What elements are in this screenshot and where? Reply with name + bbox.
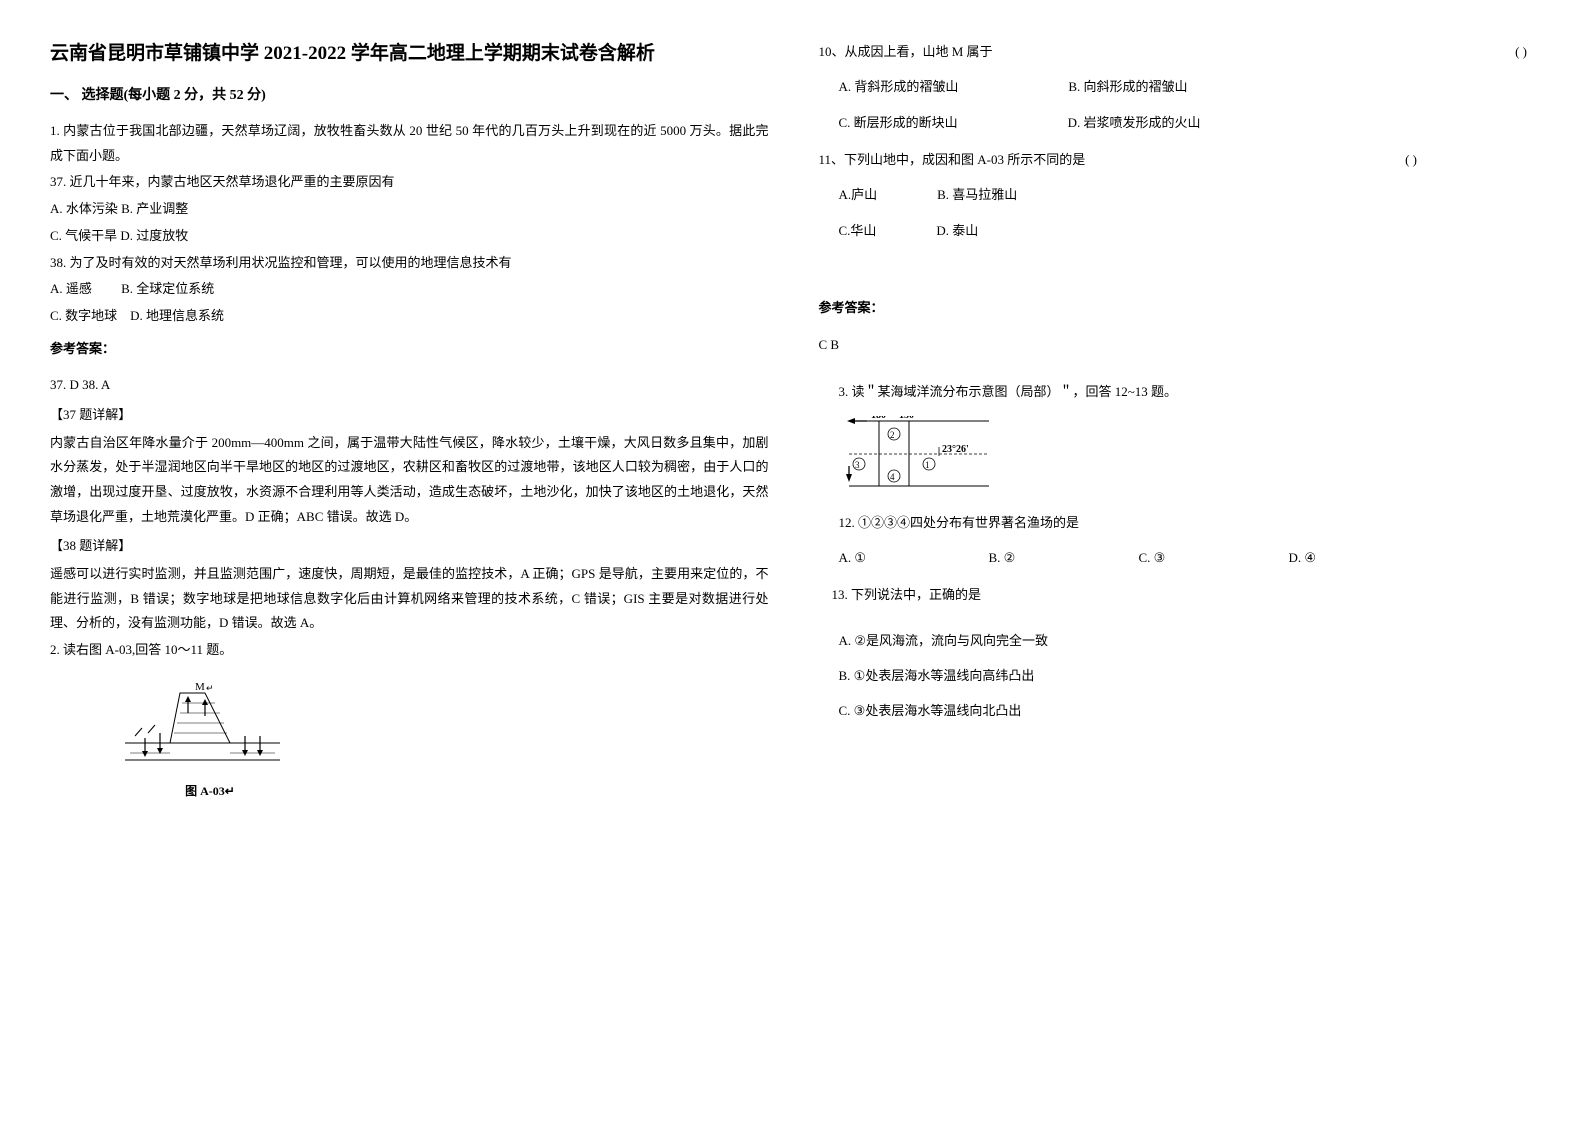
q11-stem-row: 11、下列山地中，成因和图 A-03 所示不同的是 ( )	[819, 148, 1538, 173]
svg-text:4: 4	[890, 472, 895, 482]
q12-opt-a: A. ①	[839, 546, 989, 571]
answer-value-2: C B	[819, 333, 1538, 358]
q38-opts-cd: C. 数字地球 D. 地理信息系统	[50, 304, 769, 329]
q11-opt-b: B. 喜马拉雅山	[937, 183, 1017, 208]
q10-opt-b: B. 向斜形成的褶皱山	[1068, 75, 1187, 100]
detail38-text: 遥感可以进行实时监测，并且监测范围广，速度快，周期短，是最佳的监控技术，A 正确…	[50, 562, 769, 636]
q11-opt-c: C.华山	[839, 219, 877, 244]
q13-opt-b: B. ①处表层海水等温线向高纬凸出	[819, 664, 1538, 689]
q1-intro: 1. 内蒙古位于我国北部边疆，天然草场辽阔，放牧牲畜头数从 20 世纪 50 年…	[50, 119, 769, 168]
lon-180: 180°	[871, 416, 890, 421]
figure-a03-svg: M ↵	[110, 678, 290, 778]
q10-opt-a: A. 背斜形成的褶皱山	[839, 75, 959, 100]
figure-a03: M ↵	[110, 678, 310, 803]
lon-150: 150°	[899, 416, 918, 421]
q37-opts-cd: C. 气候干旱 D. 过度放牧	[50, 224, 769, 249]
q11-opts-cd: C.华山 D. 泰山	[839, 219, 1538, 244]
q11-opt-d: D. 泰山	[936, 219, 978, 244]
q13-opt-c: C. ③处表层海水等温线向北凸出	[819, 699, 1538, 724]
q11-paren: ( )	[1405, 148, 1417, 173]
detail37-text: 内蒙古自治区年降水量介于 200mm—400mm 之间，属于温带大陆性气候区，降…	[50, 431, 769, 530]
q12-opt-d: D. ④	[1289, 546, 1317, 571]
q10-paren: ( )	[1515, 40, 1527, 65]
q12-stem: 12. ①②③④四处分布有世界著名渔场的是	[819, 511, 1538, 536]
q2-intro: 2. 读右图 A-03,回答 10～11 题。	[50, 638, 769, 663]
page-title: 云南省昆明市草铺镇中学 2021-2022 学年高二地理上学期期末试卷含解析	[50, 40, 769, 69]
q38-opt-b: B. 全球定位系统	[121, 281, 214, 296]
figure-a03-label: 图 A-03↵	[110, 780, 310, 803]
q13-stem: 13. 下列说法中，正确的是	[819, 583, 1538, 608]
q12-opts: A. ① B. ② C. ③ D. ④	[819, 546, 1538, 571]
q11-opts-ab: A.庐山 B. 喜马拉雅山	[839, 183, 1538, 208]
answer-line-1: 37. D 38. A	[50, 373, 769, 398]
q38-opt-d: D. 地理信息系统	[130, 308, 224, 323]
q10-opts-cd: C. 断层形成的断块山 D. 岩浆喷发形成的火山	[839, 111, 1538, 136]
q10-opt-c: C. 断层形成的断块山	[839, 111, 958, 136]
svg-text:↵: ↵	[206, 683, 214, 693]
answer-label-1: 参考答案：	[50, 337, 769, 362]
q10-opt-d: D. 岩浆喷发形成的火山	[1068, 111, 1201, 136]
q38-stem: 38. 为了及时有效的对天然草场利用状况监控和管理，可以使用的地理信息技术有	[50, 251, 769, 276]
q38-opt-a: A. 遥感	[50, 281, 92, 296]
q37-opts-ab: A. 水体污染 B. 产业调整	[50, 197, 769, 222]
svg-text:1: 1	[925, 460, 930, 470]
q10-stem: 10、从成因上看，山地 M 属于	[819, 44, 993, 59]
q37-stem: 37. 近几十年来，内蒙古地区天然草场退化严重的主要原因有	[50, 170, 769, 195]
q12-opt-b: B. ②	[989, 546, 1139, 571]
q10-stem-row: 10、从成因上看，山地 M 属于 ( )	[819, 40, 1538, 65]
svg-text:2: 2	[890, 430, 895, 440]
q11-stem: 11、下列山地中，成因和图 A-03 所示不同的是	[819, 152, 1086, 167]
q38-opt-c: C. 数字地球	[50, 308, 117, 323]
q10-opts-ab: A. 背斜形成的褶皱山 B. 向斜形成的褶皱山	[839, 75, 1538, 100]
q3-intro: 3. 读＂某海域洋流分布示意图（局部）＂，回答 12~13 题。	[819, 380, 1538, 405]
detail38-label: 【38 题详解】	[50, 534, 769, 559]
svg-text:3: 3	[855, 460, 860, 470]
lat-label: 23°26'	[942, 444, 969, 455]
q12-opt-c: C. ③	[1139, 546, 1289, 571]
detail37-label: 【37 题详解】	[50, 403, 769, 428]
q38-opts-ab: A. 遥感 B. 全球定位系统	[50, 277, 769, 302]
ocean-diagram: 180° 150° 23°26' 2 1 3 4	[839, 416, 1009, 491]
q11-opt-a: A.庐山	[839, 183, 878, 208]
section-heading: 一、 选择题(每小题 2 分，共 52 分)	[50, 83, 769, 110]
q13-opt-a: A. ②是风海流，流向与风向完全一致	[819, 629, 1538, 654]
answer-label-2: 参考答案：	[819, 296, 1538, 321]
figure-M-label: M	[195, 681, 205, 693]
